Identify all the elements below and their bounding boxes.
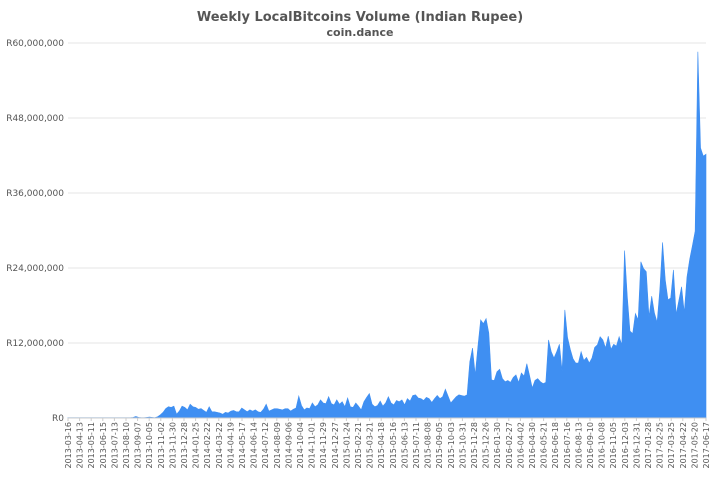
x-tick-label: 2015-08-08 — [424, 422, 433, 469]
x-tick-label: 2013-08-10 — [122, 422, 131, 469]
x-tick-label: 2014-07-12 — [261, 422, 270, 469]
x-tick-label: 2013-03-16 — [64, 422, 73, 469]
x-tick-label: 2015-11-28 — [470, 422, 479, 469]
x-tick-label: 2013-11-02 — [157, 422, 166, 469]
x-tick-label: 2016-12-03 — [621, 422, 630, 469]
volume-area-series — [67, 51, 707, 419]
x-tick-label: 2017-01-28 — [644, 422, 653, 469]
x-tick-label: 2013-06-15 — [99, 422, 108, 469]
x-tick-label: 2015-07-11 — [412, 422, 421, 469]
x-tick-label: 2016-09-10 — [586, 422, 595, 469]
x-tick-label: 2017-06-17 — [702, 422, 711, 469]
x-tick-label: 2015-04-18 — [377, 422, 386, 469]
x-tick-label: 2014-03-22 — [215, 422, 224, 469]
x-tick-label: 2016-11-05 — [609, 422, 618, 469]
x-tick-label: 2016-10-08 — [598, 422, 607, 469]
x-tick-label: 2013-12-28 — [180, 422, 189, 469]
y-tick-label: R24,000,000 — [6, 264, 64, 274]
x-tick-label: 2016-01-30 — [493, 422, 502, 469]
x-tick-label: 2014-02-22 — [203, 422, 212, 469]
x-tick-label: 2015-06-13 — [400, 422, 409, 469]
x-tick-label: 2016-08-13 — [574, 422, 583, 469]
y-tick-label: R60,000,000 — [6, 39, 64, 49]
x-tick-label: 2015-01-24 — [342, 422, 351, 469]
y-tick-label: R0 — [52, 414, 64, 424]
x-tick-label: 2015-02-21 — [354, 422, 363, 469]
x-tick-label: 2013-11-30 — [168, 422, 177, 469]
x-tick-label: 2014-08-09 — [273, 422, 282, 469]
x-tick-label: 2016-04-02 — [516, 422, 525, 469]
x-tick-label: 2014-10-04 — [296, 422, 305, 469]
x-tick-label: 2014-04-19 — [226, 422, 235, 469]
x-tick-label: 2014-05-17 — [238, 422, 247, 469]
x-tick-label: 2014-01-25 — [192, 422, 201, 469]
x-tick-label: 2015-12-26 — [482, 422, 491, 469]
y-tick-label: R36,000,000 — [6, 189, 64, 199]
x-tick-label: 2013-10-05 — [145, 422, 154, 469]
x-tick-label: 2017-02-25 — [656, 422, 665, 469]
x-tick-label: 2013-07-13 — [110, 422, 119, 469]
x-tick-label: 2016-04-30 — [528, 422, 537, 469]
x-tick-label: 2015-09-05 — [435, 422, 444, 469]
x-tick-label: 2014-11-01 — [308, 422, 317, 469]
x-tick-label: 2016-07-16 — [563, 422, 572, 469]
x-tick-label: 2016-12-31 — [632, 422, 641, 469]
x-tick-label: 2016-02-27 — [505, 422, 514, 469]
x-tick-label: 2016-05-21 — [540, 422, 549, 469]
x-tick-label: 2015-10-31 — [458, 422, 467, 469]
y-tick-label: R12,000,000 — [6, 339, 64, 349]
x-tick-label: 2015-05-16 — [389, 422, 398, 469]
x-tick-label: 2017-03-25 — [667, 422, 676, 469]
x-tick-label: 2014-09-06 — [284, 422, 293, 469]
x-tick-label: 2013-05-11 — [87, 422, 96, 469]
x-tick-label: 2014-06-14 — [250, 422, 259, 469]
chart-title: Weekly LocalBitcoins Volume (Indian Rupe… — [196, 10, 524, 25]
x-tick-label: 2014-11-29 — [319, 422, 328, 469]
x-tick-label: 2015-03-21 — [366, 422, 375, 469]
x-tick-label: 2017-04-22 — [679, 422, 688, 469]
x-tick-label: 2013-09-07 — [134, 422, 143, 469]
x-tick-label: 2016-06-18 — [551, 422, 560, 469]
chart-subtitle: coin.dance — [326, 26, 394, 39]
x-tick-label: 2014-12-27 — [331, 422, 340, 469]
x-tick-label: 2013-04-13 — [76, 422, 85, 469]
x-tick-label: 2015-10-03 — [447, 422, 456, 469]
y-tick-label: R48,000,000 — [6, 114, 64, 124]
x-tick-label: 2017-05-20 — [690, 422, 699, 469]
